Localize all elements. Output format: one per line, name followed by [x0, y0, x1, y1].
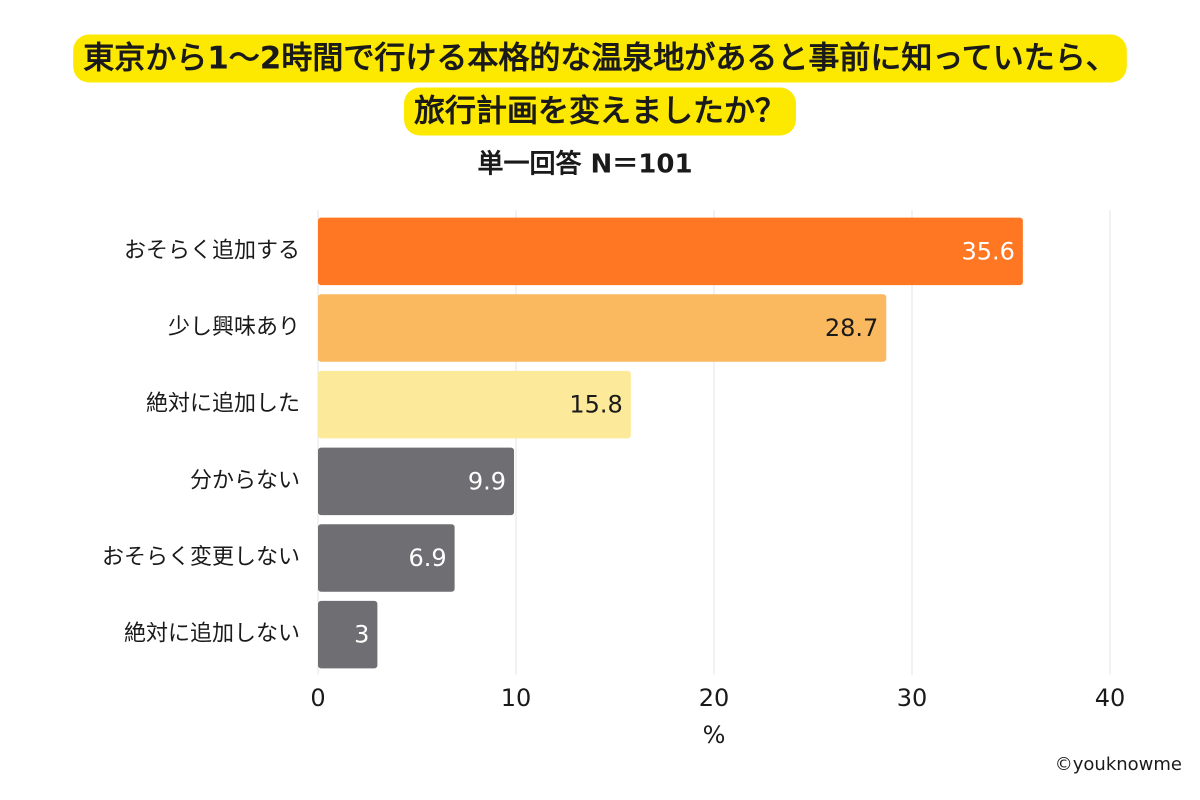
- value-label: 3: [354, 621, 369, 649]
- credit: ©youknowme: [1055, 754, 1182, 775]
- bar: [318, 524, 455, 592]
- bar: [318, 217, 1023, 286]
- x-tick-label: 10: [501, 684, 532, 712]
- x-tick-label: 0: [310, 684, 325, 712]
- value-label: 35.6: [961, 237, 1014, 265]
- x-axis-label: %: [703, 721, 726, 749]
- bar: [318, 370, 631, 439]
- bar: [318, 447, 515, 516]
- value-label: 9.9: [468, 467, 506, 495]
- title-line: 東京から1～2時間で行ける本格的な温泉地があると事前に知っていたら、: [83, 41, 1117, 77]
- y-tick-label: 少し興味あり: [168, 315, 300, 340]
- x-tick-label: 20: [699, 684, 730, 712]
- x-tick-label: 40: [1095, 684, 1126, 712]
- y-tick-label: おそらく追加する: [124, 238, 300, 263]
- title: 東京から1～2時間で行ける本格的な温泉地があると事前に知っていたら、旅行計画を変…: [73, 34, 1127, 136]
- value-label: 15.8: [569, 391, 622, 419]
- title-highlight: [404, 87, 796, 136]
- value-label: 6.9: [408, 544, 446, 572]
- bar: [318, 600, 378, 669]
- y-tick-label: 絶対に追加しない: [124, 622, 300, 647]
- bar: [318, 294, 887, 362]
- y-tick-label: 絶対に追加した: [146, 392, 300, 417]
- value-label: 28.7: [825, 314, 878, 342]
- x-tick-label: 30: [897, 684, 928, 712]
- title-line: 旅行計画を変えましたか？: [414, 94, 786, 130]
- subtitle: 単一回答 N＝101: [477, 149, 692, 180]
- y-tick-label: 分からない: [190, 468, 300, 493]
- title-highlight: [73, 34, 1127, 83]
- y-tick-label: おそらく変更しない: [102, 545, 300, 570]
